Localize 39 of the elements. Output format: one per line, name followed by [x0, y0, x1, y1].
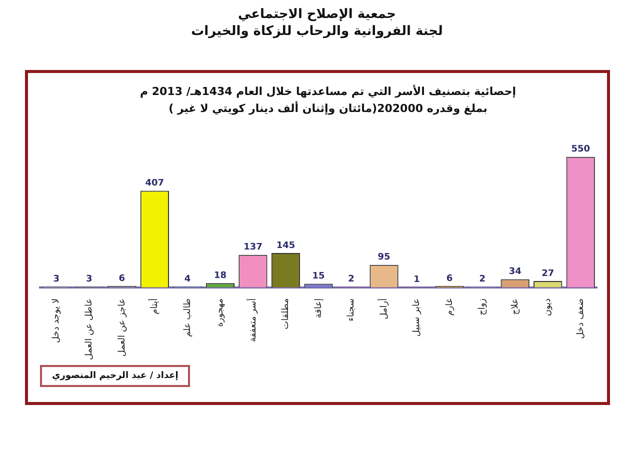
data-label: 2 [348, 274, 354, 285]
x-tick-label: أرامل [377, 298, 390, 320]
x-tick-label: علاج [510, 298, 520, 315]
data-label: 15 [312, 272, 325, 282]
x-tick-label: إعاقة [314, 298, 324, 318]
data-label: 18 [214, 270, 226, 281]
x-tick-label: زواج [478, 298, 488, 316]
x-tick-label: طالب علم [182, 298, 193, 338]
data-label: 1 [414, 274, 420, 285]
x-tick-label: عاجز عن العمل [117, 298, 128, 357]
x-tick-label: لا يوجد دخل [52, 298, 62, 344]
chart-title: إحصائية بتصنيف الأسر التي تم مساعدتها خلال العام 1434هـ/ 2013 م [138, 84, 518, 100]
data-label: 4 [184, 274, 191, 284]
chart-subtitle: بملغ وقدره 202000(مائتان وإثنان ألف دينار كويتي لا غير ) [168, 100, 488, 117]
x-tick-label: أسر متعففة [246, 298, 258, 342]
x-tick-label: غارم [444, 298, 455, 316]
data-label: 137 [244, 242, 262, 253]
text: إعداد / عبد الرحيم المنصوري [52, 371, 178, 381]
data-label: 550 [571, 144, 590, 155]
data-label: 34 [508, 267, 522, 278]
data-label: 3 [53, 274, 60, 284]
x-tick-label: ديون [543, 298, 554, 316]
x-tick-label: سجناء [346, 298, 357, 322]
x-tick-label: مطلقات [281, 298, 292, 330]
x-tick-label: عاطل عن العمل [84, 298, 94, 360]
data-label: 3 [86, 274, 92, 284]
data-label: 95 [378, 252, 390, 263]
data-label: 407 [145, 178, 164, 189]
text: جمعية الإصلاح الاجتماعي [236, 6, 398, 23]
data-label: 6 [446, 274, 453, 284]
data-label: 2 [479, 274, 486, 285]
x-tick-label: أيتام [148, 298, 160, 314]
x-tick-label: ضعف دخل [576, 298, 586, 339]
x-tick-label: عابر سبيل [412, 298, 422, 337]
x-tick-label: مهجورة [216, 298, 226, 327]
data-label: 27 [542, 268, 554, 279]
data-label: 6 [118, 274, 126, 284]
text: لجنة الفروانية والرحاب للزكاة والخيرات [190, 23, 444, 40]
data-label: 145 [276, 240, 296, 251]
